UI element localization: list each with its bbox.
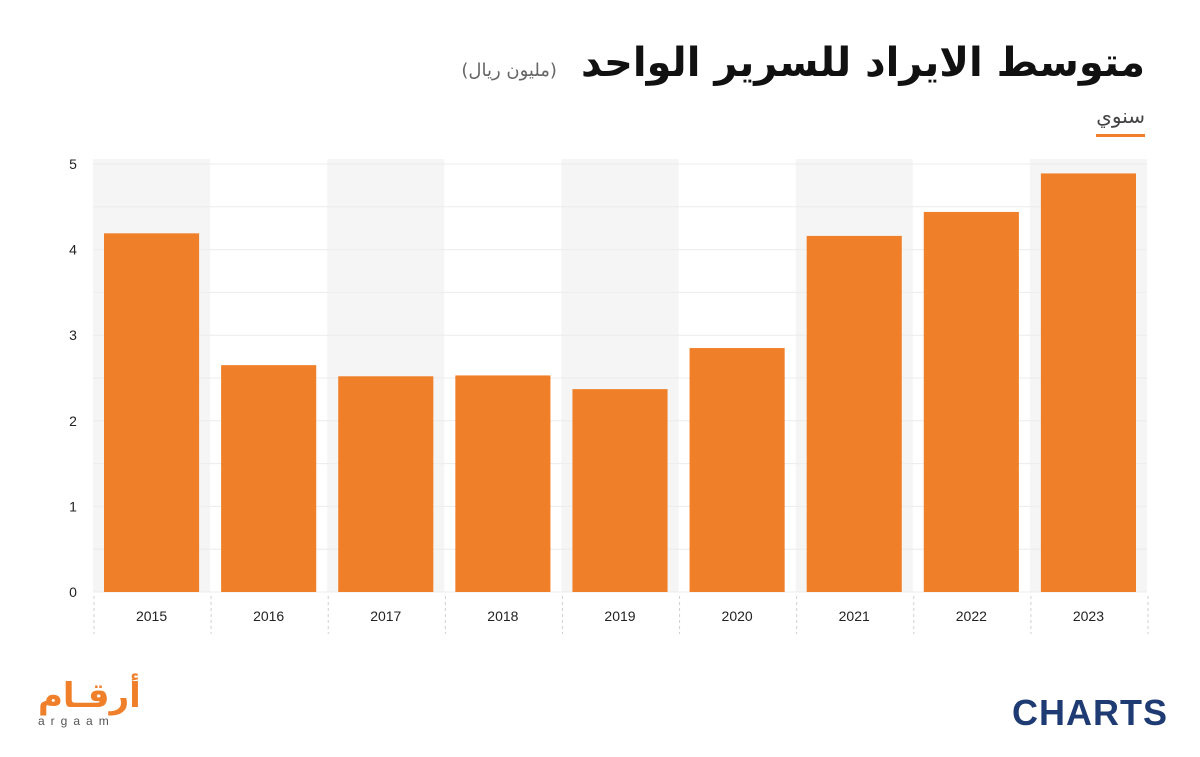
bar-2018 — [455, 375, 551, 592]
bar-2020 — [689, 348, 785, 592]
bar-2016 — [221, 365, 317, 592]
bar-2017 — [338, 376, 434, 592]
x-tick-label: 2018 — [487, 608, 518, 624]
charts-logo-text: CHARTS — [1012, 692, 1168, 733]
x-tick-label: 2020 — [722, 608, 753, 624]
period-tab-yearly[interactable]: سنوي — [1096, 104, 1145, 137]
y-tick-label: 1 — [69, 498, 77, 514]
y-tick-label: 4 — [69, 242, 77, 258]
bar-2019 — [572, 389, 668, 592]
y-tick-label: 2 — [69, 413, 77, 429]
argaam-logo: أرقـام argaam — [38, 678, 148, 730]
x-tick-label: 2016 — [253, 608, 284, 624]
title-row: متوسط الايراد للسرير الواحد (مليون ريال) — [40, 40, 1145, 100]
x-tick-label: 2015 — [136, 608, 167, 624]
argaam-logo-arabic: أرقـام — [38, 676, 141, 716]
argaam-logo-latin: argaam — [38, 714, 115, 728]
y-tick-label: 0 — [69, 584, 77, 600]
chart-title: متوسط الايراد للسرير الواحد — [580, 40, 1145, 86]
x-tick-label: 2019 — [604, 608, 635, 624]
y-tick-label: 3 — [69, 327, 77, 343]
bar-2021 — [806, 235, 902, 593]
x-tick-label: 2017 — [370, 608, 401, 624]
bar-2015 — [104, 233, 200, 592]
x-tick-label: 2021 — [839, 608, 870, 624]
charts-logo: CHARTS — [1012, 692, 1168, 734]
x-tick-label: 2023 — [1073, 608, 1104, 624]
y-tick-label: 5 — [69, 156, 77, 172]
bar-2023 — [1040, 173, 1136, 592]
chart-subtitle: (مليون ريال) — [461, 60, 557, 81]
bar-2022 — [923, 211, 1019, 592]
x-tick-label: 2022 — [956, 608, 987, 624]
